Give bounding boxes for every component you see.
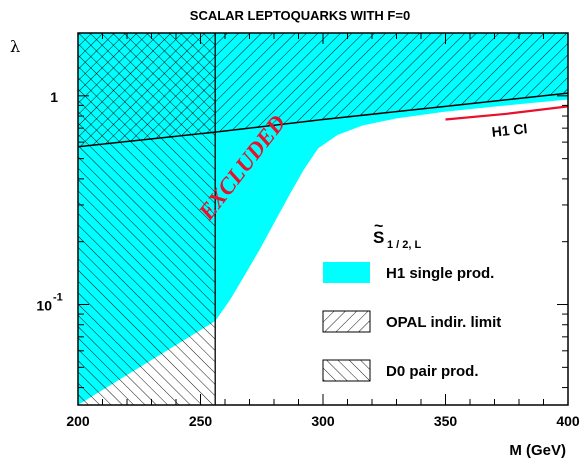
- x-axis-label: M (GeV): [509, 442, 566, 459]
- x-tick-label: 350: [434, 413, 458, 429]
- legend-header-subscript: 1 / 2, L: [387, 239, 422, 251]
- x-tick-label: 400: [556, 413, 580, 429]
- legend-swatch: [323, 262, 370, 283]
- x-tick-label: 300: [311, 413, 335, 429]
- x-tick-label: 200: [66, 413, 90, 429]
- legend-header-accent: ~: [374, 218, 383, 235]
- h1-ci-label: H1 CI: [491, 120, 528, 140]
- plot-area: [78, 33, 568, 405]
- y-tick-label: 10: [36, 298, 52, 314]
- legend-header-symbol: S: [373, 228, 384, 247]
- axes: 200 250 300 350 400 1 10 -1: [36, 32, 580, 429]
- legend-header: ~ S 1 / 2, L: [373, 218, 422, 251]
- legend-label: D0 pair prod.: [386, 363, 479, 380]
- legend-label: H1 single prod.: [386, 265, 494, 282]
- y-tick-label: 1: [50, 89, 58, 105]
- h1-ci-line: [445, 105, 569, 121]
- legend-swatch: [322, 310, 371, 333]
- x-tick-label: 250: [189, 413, 213, 429]
- legend-label: OPAL indir. limit: [386, 314, 501, 331]
- legend-swatch: [322, 359, 371, 382]
- plot-overlay: [445, 105, 569, 121]
- d0-pair-prod-region: [78, 33, 216, 405]
- y-tick-exponent: -1: [53, 292, 63, 304]
- legend: H1 single prod. OPAL indir. limit D0 pair …: [322, 262, 501, 382]
- chart-title: SCALAR LEPTOQUARKS WITH F=0: [190, 8, 410, 23]
- y-axis-label: λ: [10, 37, 20, 56]
